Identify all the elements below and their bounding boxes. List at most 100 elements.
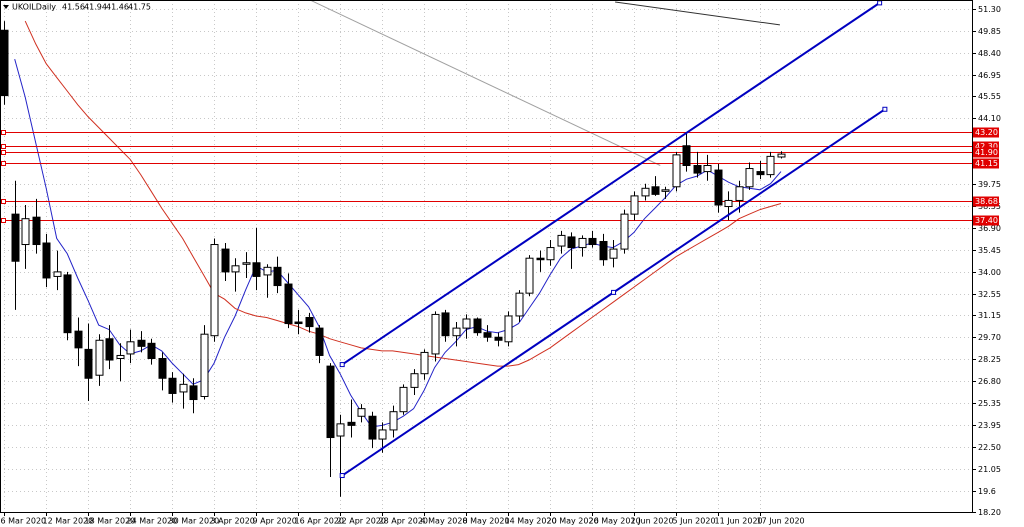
y-tick-label: 48.40 xyxy=(978,49,1001,58)
x-tick-label: 30 Mar 2020 xyxy=(169,517,220,526)
y-tick-label: 21.05 xyxy=(978,465,1001,474)
candle-body xyxy=(420,351,429,375)
level-label-box xyxy=(973,147,999,158)
candle-body xyxy=(221,248,230,273)
level-handle xyxy=(1,144,6,149)
candle-body xyxy=(483,332,492,338)
trendline xyxy=(341,2,881,366)
y-tick-label: 18.20 xyxy=(978,508,1001,517)
level-label-box xyxy=(973,127,999,138)
high-value: 41.94 xyxy=(84,3,107,12)
x-tick-label: 28 Apr 2020 xyxy=(379,517,428,526)
candle-body xyxy=(42,242,51,279)
plot-area xyxy=(0,0,972,512)
level-label: 41.90 xyxy=(975,148,998,157)
y-tick-label: 29.70 xyxy=(978,333,1001,342)
candle-body xyxy=(557,234,566,247)
y-tick-label: 23.95 xyxy=(978,421,1001,430)
candle-body xyxy=(462,318,471,329)
level-handle xyxy=(1,218,6,223)
candle-body xyxy=(368,415,377,440)
candle-body xyxy=(242,262,251,265)
trendline-handle xyxy=(882,106,888,112)
candle-body xyxy=(620,213,629,250)
x-tick-label: 3 Apr 2020 xyxy=(211,517,255,526)
candle-body xyxy=(494,336,503,341)
candle-body xyxy=(147,342,156,360)
candle-body xyxy=(189,385,198,401)
x-tick-label: 9 Apr 2020 xyxy=(253,517,297,526)
symbol: UKOILDaily xyxy=(12,3,56,12)
candle-body xyxy=(252,262,261,277)
candle-body xyxy=(504,315,513,343)
candle-body xyxy=(703,164,712,173)
x-tick-label: 20 May 2020 xyxy=(547,517,599,526)
trendline-handle xyxy=(611,289,617,295)
y-tick-label: 19.6 xyxy=(978,487,996,496)
level-label: 41.15 xyxy=(975,159,998,168)
level-label: 43.20 xyxy=(975,128,998,137)
candle-body xyxy=(661,189,670,192)
candle-body xyxy=(53,271,62,277)
candle-body xyxy=(609,248,618,259)
level-handle xyxy=(1,130,6,135)
x-tick-label: 5 Jun 2020 xyxy=(673,517,716,526)
candle-body xyxy=(116,354,125,360)
x-tick-label: 17 Jun 2020 xyxy=(757,517,805,526)
y-tick-label: 25.35 xyxy=(978,399,1001,408)
x-tick-label: 22 Apr 2020 xyxy=(337,517,386,526)
x-tick-label: 6 Mar 2020 xyxy=(1,517,47,526)
x-tick-label: 4 May 2020 xyxy=(421,517,468,526)
menu-arrow[interactable] xyxy=(3,5,9,9)
candle-body xyxy=(168,377,177,394)
candle-body xyxy=(756,171,765,176)
candle-body xyxy=(315,327,324,356)
candle-body xyxy=(305,316,314,328)
trendline-handle xyxy=(339,362,345,368)
candle-body xyxy=(210,244,219,337)
y-tick-label: 51.30 xyxy=(978,5,1001,14)
level-label: 42.30 xyxy=(975,142,998,151)
x-tick-label: 18 Mar 2020 xyxy=(85,517,136,526)
candle-body xyxy=(126,341,135,355)
candle-body xyxy=(105,338,114,361)
header: UKOILDaily 41.56 41.94 41.46 41.75 xyxy=(3,3,151,12)
y-tick-label: 46.95 xyxy=(978,71,1001,80)
candle-body xyxy=(693,164,702,174)
candle-body xyxy=(179,383,188,393)
y-tick-label: 44.10 xyxy=(978,114,1001,123)
level-handle xyxy=(1,199,6,204)
x-tick-label: 8 May 2020 xyxy=(463,517,510,526)
candle-body xyxy=(32,216,41,246)
candle-body xyxy=(11,213,20,262)
close-value: 41.75 xyxy=(128,3,151,12)
axes: 51.3049.8548.4046.9545.5544.1039.7538.35… xyxy=(0,0,1001,526)
y-tick-label: 28.25 xyxy=(978,355,1001,364)
x-tick-label: 24 Mar 2020 xyxy=(127,517,178,526)
x-tick-label: 16 Apr 2020 xyxy=(295,517,344,526)
y-tick-label: 31.15 xyxy=(978,311,1001,320)
candle-body xyxy=(84,348,93,379)
candle-body xyxy=(777,153,786,158)
candle-body xyxy=(231,265,240,273)
x-tick-label: 14 May 2020 xyxy=(505,517,557,526)
level-label: 38.68 xyxy=(975,197,998,206)
moving-average xyxy=(14,58,782,428)
candle-body xyxy=(441,312,450,337)
candle-body xyxy=(0,29,9,97)
candle-body xyxy=(452,327,461,337)
candle-body xyxy=(378,429,387,440)
level-label-box xyxy=(973,215,999,226)
level-label-box xyxy=(973,158,999,169)
candle-body xyxy=(389,411,398,431)
candle-body xyxy=(410,373,419,388)
y-tick-label: 39.75 xyxy=(978,180,1001,189)
candle-body xyxy=(672,154,681,188)
y-tick-label: 32.55 xyxy=(978,290,1001,299)
candle-body xyxy=(21,218,30,246)
candle-body xyxy=(682,145,691,166)
candle-body xyxy=(137,339,146,347)
level-label-box xyxy=(973,196,999,207)
candle-body xyxy=(95,339,104,376)
